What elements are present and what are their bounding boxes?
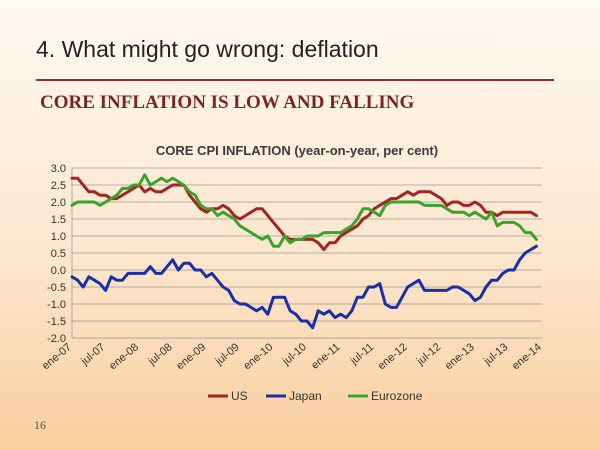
y-tick-label: 2.0 <box>51 197 66 209</box>
y-tick-label: -2.0 <box>47 333 66 345</box>
chart-legend: US Japan Eurozone <box>208 389 423 403</box>
x-tick-label: ene-08 <box>107 341 141 372</box>
y-tick-label: -1.0 <box>47 299 66 311</box>
y-tick-label: 1.0 <box>51 231 66 243</box>
y-tick-label: 3.0 <box>51 163 66 175</box>
slide-number: 16 <box>34 418 46 432</box>
chart-grid <box>71 167 542 339</box>
x-tick-label: jul-12 <box>414 341 443 368</box>
y-tick-label: -0.5 <box>47 282 66 294</box>
y-tick-label: 0.0 <box>51 265 66 277</box>
legend-label-us: US <box>231 389 248 403</box>
y-tick-label: 0.5 <box>51 248 66 260</box>
y-tick-label: 1.5 <box>51 214 66 226</box>
slide-title: 4. What might go wrong: deflation <box>36 36 379 62</box>
x-tick-label: jul-11 <box>348 341 376 368</box>
x-tick-label: ene-10 <box>241 341 275 372</box>
chart-title: CORE CPI INFLATION (year-on-year, per ce… <box>156 143 438 158</box>
x-tick-label: ene-12 <box>376 341 410 372</box>
x-tick-label: jul-07 <box>78 341 107 368</box>
x-tick-label: jul-09 <box>213 341 242 368</box>
series-line-japan <box>70 244 538 330</box>
y-axis-ticks: -2.0 -1.5 -1.0 -0.5 0.0 0.5 1.0 1.5 2.0 2.5 3.0 <box>47 163 66 345</box>
y-tick-label: 2.5 <box>51 180 66 192</box>
x-tick-label: ene-13 <box>443 341 477 372</box>
y-tick-label: -1.5 <box>47 316 66 328</box>
series-line-eurozone <box>70 173 538 248</box>
legend-label-japan: Japan <box>289 389 322 403</box>
x-tick-label: ene-07 <box>40 341 74 372</box>
x-tick-label: ene-14 <box>510 341 544 372</box>
legend-label-eurozone: Eurozone <box>371 389 423 403</box>
chart-series <box>70 173 538 330</box>
x-tick-label: jul-13 <box>481 341 510 368</box>
slide-subtitle: CORE INFLATION IS LOW AND FALLING <box>40 92 415 113</box>
x-axis-ticks: ene-07 jul-07 ene-08 jul-08 ene-09 jul-09 ene-… <box>40 341 544 372</box>
x-tick-label: jul-08 <box>146 341 175 368</box>
title-underline <box>36 79 554 81</box>
x-tick-label: ene-11 <box>309 341 342 372</box>
x-tick-label: ene-09 <box>174 341 208 372</box>
x-tick-label: jul-10 <box>280 341 309 368</box>
